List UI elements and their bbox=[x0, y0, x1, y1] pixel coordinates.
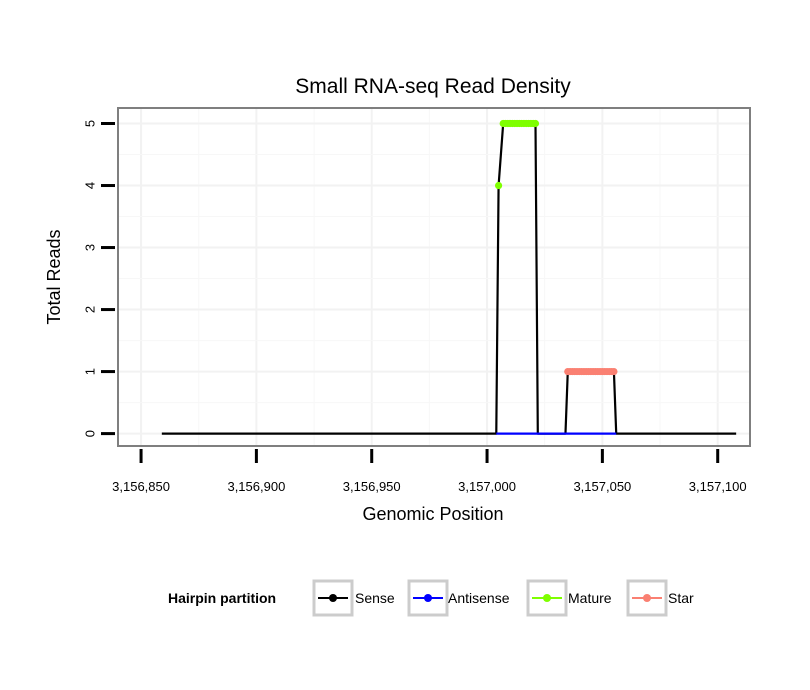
chart-title: Small RNA-seq Read Density bbox=[295, 75, 571, 98]
legend-key-point bbox=[643, 594, 651, 602]
y-tick-label: 0 bbox=[83, 430, 98, 437]
legend-item-sense: Sense bbox=[312, 579, 395, 617]
y-axis-title: Total Reads bbox=[44, 229, 64, 324]
x-tick-label: 3,156,850 bbox=[112, 479, 170, 494]
data-point-mature bbox=[531, 119, 540, 128]
x-tick-label: 3,156,900 bbox=[227, 479, 285, 494]
y-tick-label: 1 bbox=[83, 368, 98, 375]
legend-item-star: Star bbox=[626, 579, 694, 617]
legend-label: Sense bbox=[355, 590, 395, 606]
y-tick-label: 3 bbox=[83, 244, 98, 251]
x-axis: 3,156,850 3,156,900 3,156,950 3,157,000 3,15… bbox=[112, 449, 747, 494]
legend-title: Hairpin partition bbox=[168, 590, 276, 606]
legend-item-mature: Mature bbox=[526, 579, 612, 617]
x-tick-label: 3,156,950 bbox=[343, 479, 401, 494]
legend-item-antisense: Antisense bbox=[407, 579, 510, 617]
legend-label: Star bbox=[668, 590, 694, 606]
legend-key-point bbox=[329, 594, 337, 602]
y-axis: 0 1 2 3 4 5 bbox=[83, 120, 115, 437]
legend-label: Mature bbox=[568, 590, 612, 606]
data-point-star bbox=[610, 367, 618, 376]
x-tick-label: 3,157,100 bbox=[689, 479, 747, 494]
plot-background bbox=[118, 108, 750, 446]
plot-border bbox=[117, 107, 751, 447]
data-point-mature bbox=[494, 181, 503, 190]
series-layer bbox=[161, 119, 737, 435]
y-tick-label: 2 bbox=[83, 306, 98, 313]
x-tick-label: 3,157,000 bbox=[458, 479, 516, 494]
legend-key-point bbox=[543, 594, 551, 602]
y-tick-label: 5 bbox=[83, 120, 98, 127]
legend-label: Antisense bbox=[448, 590, 510, 606]
x-axis-title: Genomic Position bbox=[362, 504, 503, 524]
legend-key-point bbox=[424, 594, 432, 602]
x-tick-label: 3,157,050 bbox=[573, 479, 631, 494]
legend: Hairpin partition Sense Antisense Mature Sta… bbox=[168, 579, 694, 617]
y-tick-label: 4 bbox=[83, 182, 98, 189]
